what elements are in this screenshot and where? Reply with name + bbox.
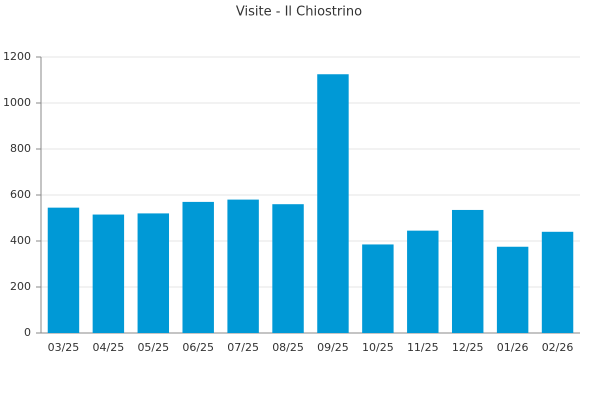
y-tick-label: 0 (24, 326, 31, 339)
x-tick-label: 02/26 (542, 341, 574, 354)
x-tick-label: 07/25 (227, 341, 259, 354)
x-tick-label: 11/25 (407, 341, 439, 354)
y-tick-label: 400 (10, 234, 31, 247)
bar (47, 207, 80, 333)
bar (496, 246, 529, 333)
x-tick-label: 03/25 (48, 341, 80, 354)
x-tick-label: 05/25 (137, 341, 169, 354)
x-tick-label: 09/25 (317, 341, 349, 354)
bar (541, 231, 574, 333)
y-tick-label: 1200 (3, 50, 31, 63)
x-tick-label: 08/25 (272, 341, 304, 354)
bar (137, 213, 170, 333)
y-tick-label: 800 (10, 142, 31, 155)
x-tick-label: 06/25 (182, 341, 214, 354)
y-tick-label: 600 (10, 188, 31, 201)
x-tick-label: 12/25 (452, 341, 484, 354)
x-tick-label: 01/26 (497, 341, 529, 354)
bar (92, 214, 125, 333)
bar (317, 74, 349, 333)
y-tick-label: 200 (10, 280, 31, 293)
y-tick-label: 1000 (3, 96, 31, 109)
bar (407, 230, 439, 333)
bar (227, 199, 259, 333)
x-tick-label: 10/25 (362, 341, 394, 354)
x-tick-label: 04/25 (93, 341, 125, 354)
chart-title: Visite - Il Chiostrino (236, 5, 362, 20)
bar (272, 204, 304, 333)
bar (362, 244, 394, 333)
bar (182, 201, 214, 333)
bar (451, 209, 484, 333)
